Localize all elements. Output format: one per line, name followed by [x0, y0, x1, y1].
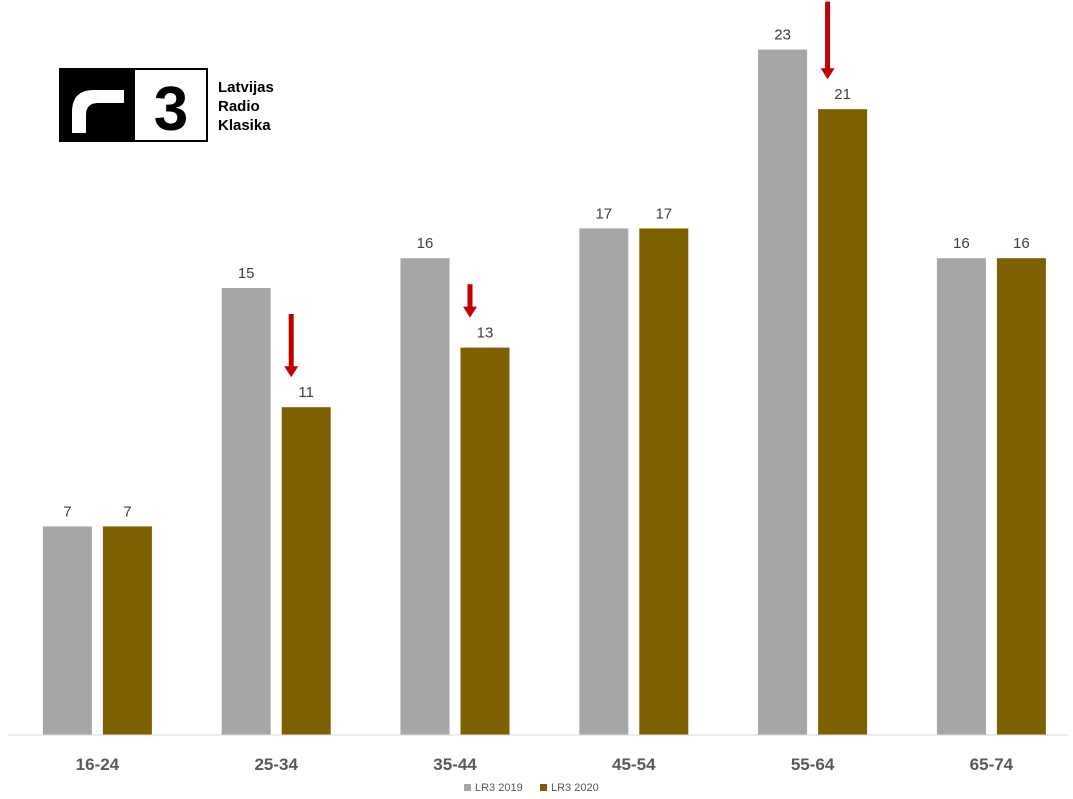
- lr3-logo: 3 Latvijas Radio Klasika: [59, 68, 274, 144]
- legend-label-1: LR3 2020: [551, 782, 599, 794]
- arrow-head-25-34: [284, 366, 299, 378]
- arrow-shaft-55-64: [825, 1, 831, 70]
- logo-line-3: Klasika: [218, 117, 271, 134]
- legend: LR3 2019 LR3 2020: [464, 782, 599, 794]
- bar-55-64-s1: [818, 109, 868, 735]
- value-label-55-64-s0: 23: [774, 27, 791, 44]
- bar-45-54-s0: [579, 228, 629, 735]
- arrow-shaft-25-34: [288, 314, 294, 368]
- value-label-35-44-s0: 16: [417, 235, 434, 252]
- bar-16-24-s1: [102, 526, 152, 735]
- value-label-65-74-s0: 16: [953, 235, 970, 252]
- bar-65-74-s1: [996, 258, 1046, 735]
- category-label-55-64: 55-64: [791, 755, 835, 774]
- value-label-45-54-s1: 17: [655, 205, 672, 222]
- category-label-35-44: 35-44: [433, 755, 477, 774]
- bar-25-34-s0: [221, 288, 271, 735]
- value-label-16-24-s0: 7: [63, 503, 71, 520]
- value-label-65-74-s1: 16: [1013, 235, 1030, 252]
- value-label-25-34-s0: 15: [238, 265, 255, 282]
- legend-swatch-0: [464, 784, 471, 791]
- bar-16-24-s0: [42, 526, 92, 735]
- legend-label-0: LR3 2019: [475, 782, 523, 794]
- value-labels: 7 7 15 11 16 13 17 17 23 21 16 16: [63, 27, 1030, 521]
- logo-line-1: Latvijas: [218, 79, 274, 96]
- logo-line-2: Radio: [218, 98, 260, 115]
- value-label-25-34-s1: 11: [298, 384, 314, 401]
- category-label-25-34: 25-34: [254, 755, 298, 774]
- category-label-45-54: 45-54: [612, 755, 656, 774]
- down-arrow-icon-55-64: [820, 1, 835, 80]
- logo-numeral: 3: [154, 75, 188, 144]
- category-label-16-24: 16-24: [76, 755, 120, 774]
- category-labels: 16-24 25-34 35-44 45-54 55-64 65-74: [76, 755, 1014, 774]
- bar-45-54-s1: [639, 228, 689, 735]
- value-label-16-24-s1: 7: [123, 503, 131, 520]
- legend-swatch-1: [540, 784, 547, 791]
- category-label-65-74: 65-74: [970, 755, 1014, 774]
- logo-curve-icon: [72, 90, 124, 133]
- annotation-arrows: [284, 1, 835, 378]
- bar-25-34-s1: [281, 407, 331, 735]
- bars: [42, 49, 1046, 736]
- bar-35-44-s1: [460, 347, 510, 735]
- value-label-35-44-s1: 13: [477, 325, 494, 342]
- down-arrow-icon-35-44: [463, 284, 477, 318]
- bar-55-64-s0: [758, 49, 808, 736]
- down-arrow-icon-25-34: [284, 314, 299, 378]
- arrow-head-55-64: [820, 68, 835, 80]
- value-label-55-64-s1: 21: [834, 86, 851, 103]
- arrow-head-35-44: [463, 306, 477, 318]
- bar-65-74-s0: [936, 258, 986, 735]
- value-label-45-54-s0: 17: [595, 205, 612, 222]
- bar-35-44-s0: [400, 258, 450, 735]
- arrow-shaft-35-44: [467, 284, 473, 308]
